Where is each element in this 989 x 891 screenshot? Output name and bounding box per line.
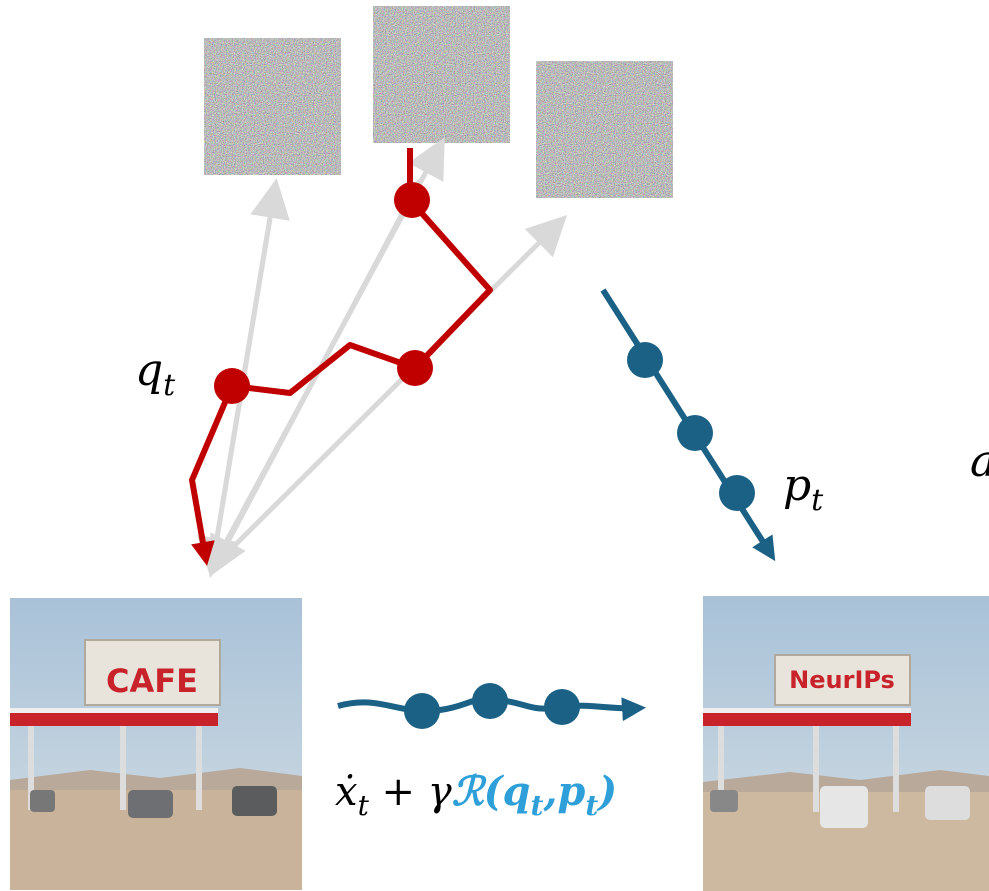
photo-right: NeurIPs [703, 596, 989, 891]
formula-x: ẋ [335, 769, 358, 815]
label-sub: t [163, 368, 176, 403]
noise-images [204, 6, 673, 198]
formula-comma: , [542, 768, 557, 815]
p-label: pt [783, 460, 824, 518]
formula-sub: t [358, 789, 370, 822]
label-base: p [783, 460, 811, 511]
formula-close: ) [596, 768, 617, 815]
sign-text: CAFE [106, 662, 198, 700]
formula-q: q [503, 768, 531, 815]
formula-sub: t [585, 789, 598, 822]
formula-r: ℛ( [452, 768, 505, 815]
formula-sub: t [531, 789, 544, 822]
red-trajectory [192, 148, 490, 560]
dot [397, 350, 433, 386]
dot [394, 182, 430, 218]
photo-left: CAFE [10, 598, 302, 890]
dot [677, 415, 713, 451]
arrow [212, 222, 560, 568]
formula-p: p [557, 768, 585, 815]
dot [472, 683, 508, 719]
dot [404, 693, 440, 729]
formula-plus-gamma: + γ [369, 769, 452, 815]
label-base: q [135, 345, 163, 396]
cut-label: a [970, 436, 989, 487]
dot [627, 342, 663, 378]
path [192, 148, 490, 560]
dot [214, 368, 250, 404]
formula: ẋt + γℛ(qt,pt) [335, 768, 617, 822]
dot [719, 475, 755, 511]
diagram: CAFE NeurIPs qt pt a ẋt + γℛ(qt,pt) [0, 0, 989, 891]
wavy-arrow [338, 683, 640, 729]
q-label: qt [135, 345, 176, 403]
noise-image [536, 61, 673, 198]
label-sub: t [811, 483, 824, 518]
blue-trajectory [603, 290, 772, 556]
noise-image [373, 6, 510, 143]
noise-image [204, 38, 341, 175]
dot [544, 689, 580, 725]
sign-text: NeurIPs [789, 666, 895, 694]
